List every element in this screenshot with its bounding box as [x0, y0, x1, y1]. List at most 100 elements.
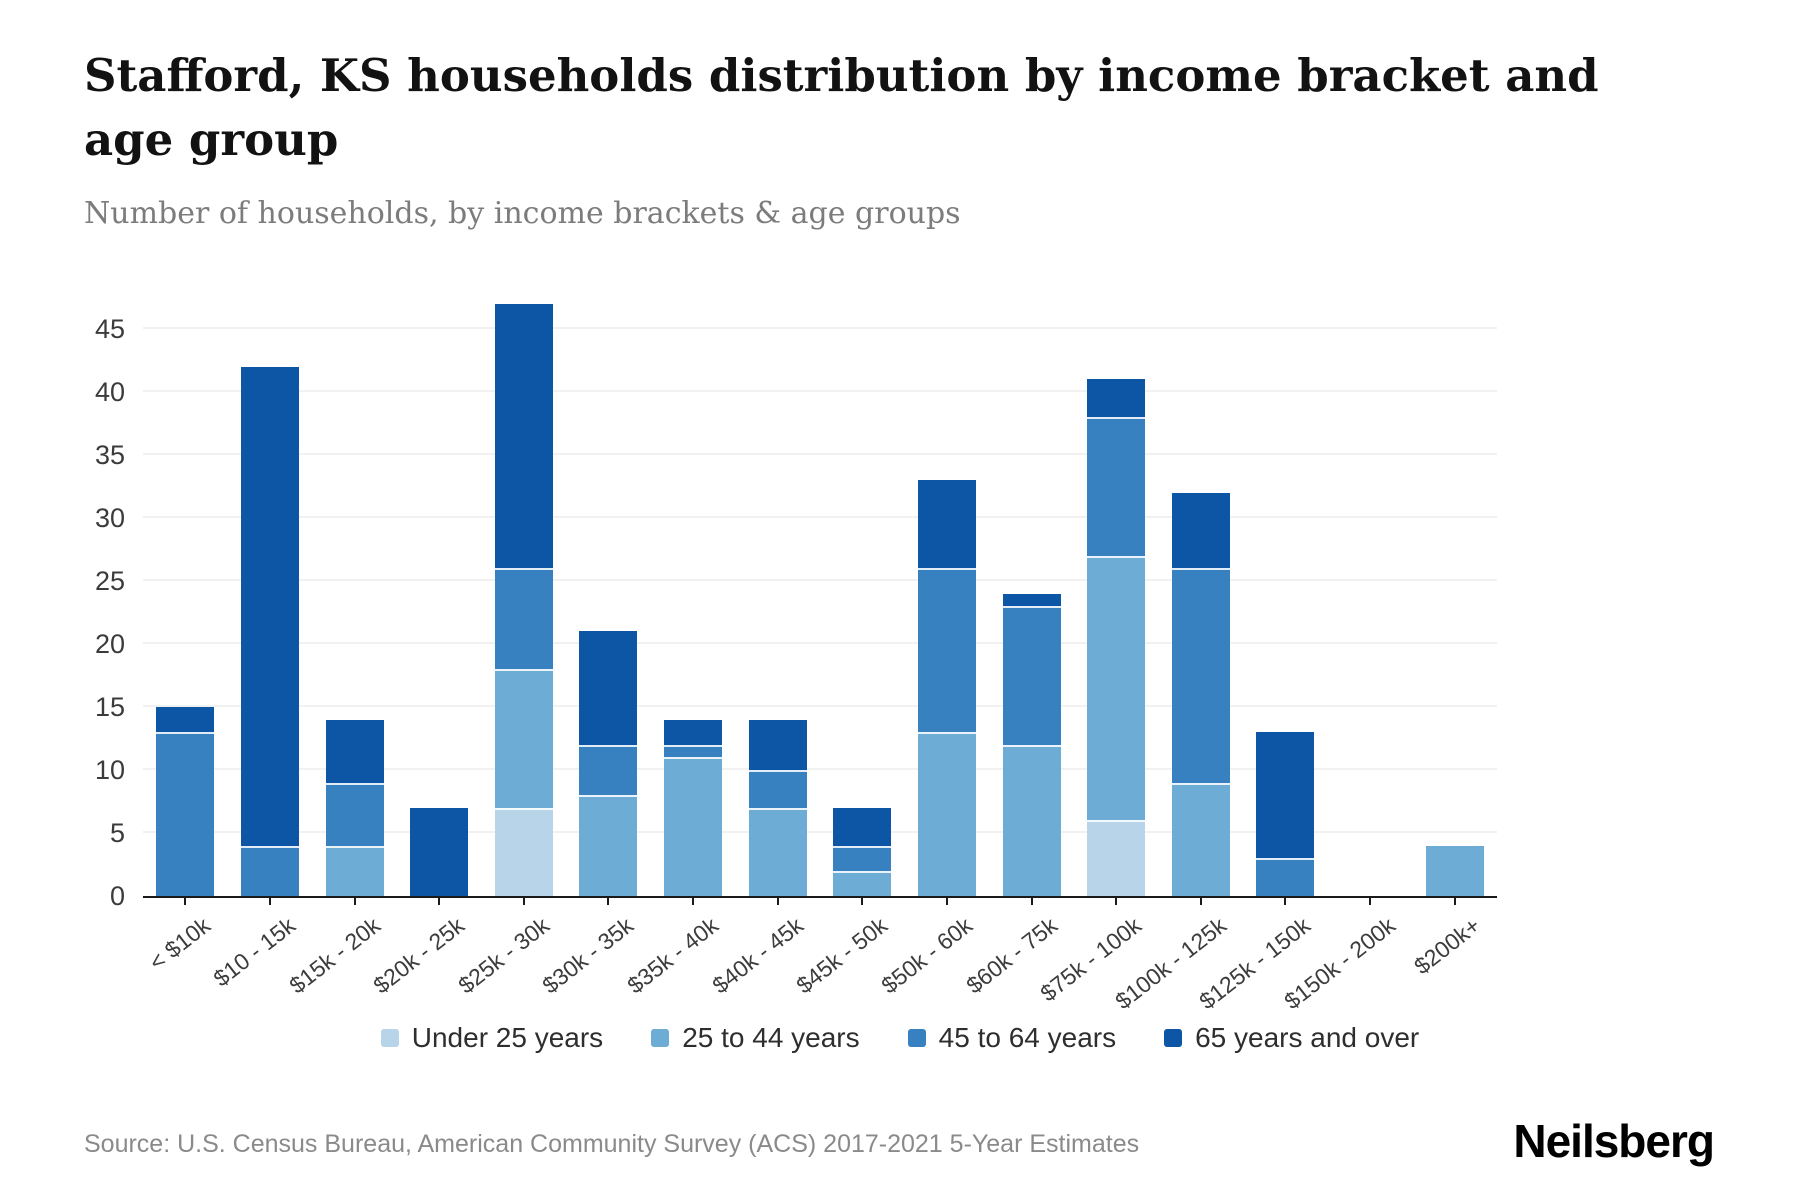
bar[interactable]	[1087, 379, 1146, 896]
bar-segment[interactable]	[325, 719, 384, 783]
bar-segment[interactable]	[1087, 379, 1146, 418]
x-tick-mark	[861, 898, 864, 905]
bar-segment[interactable]	[917, 480, 976, 569]
bar[interactable]	[1425, 845, 1484, 896]
legend-swatch-icon	[651, 1029, 670, 1047]
gridline	[143, 453, 1497, 455]
source-text: Source: U.S. Census Bureau, American Com…	[84, 1130, 1140, 1158]
x-tick-mark	[1199, 898, 1202, 905]
x-tick-mark	[268, 898, 271, 905]
bar-segment[interactable]	[325, 782, 384, 846]
bar-segment[interactable]	[1171, 492, 1230, 569]
bar-segment[interactable]	[1002, 606, 1061, 745]
gridline	[143, 389, 1497, 392]
bar[interactable]	[748, 719, 807, 896]
bar-segment[interactable]	[1087, 555, 1146, 821]
bar[interactable]	[1002, 593, 1061, 896]
x-tick-mark	[353, 898, 356, 905]
x-tick-label: $125k - 150k	[1194, 912, 1316, 1015]
legend-item[interactable]: 25 to 44 years	[651, 1022, 860, 1054]
bar-segment[interactable]	[748, 807, 807, 896]
bar-segment[interactable]	[494, 568, 553, 670]
legend-label: Under 25 years	[411, 1022, 604, 1053]
gridline	[143, 516, 1497, 518]
legend: Under 25 years 25 to 44 years 45 to 64 yea…	[0, 1022, 1800, 1054]
bar[interactable]	[664, 719, 723, 896]
y-tick-label: 10	[94, 755, 125, 785]
x-tick-label: $25k - 30k	[453, 912, 554, 999]
bar-segment[interactable]	[917, 732, 976, 896]
bar-segment[interactable]	[156, 732, 215, 896]
bar-segment[interactable]	[240, 845, 299, 896]
x-tick-label: $200k+	[1408, 912, 1485, 980]
bar[interactable]	[579, 631, 638, 896]
bar-segment[interactable]	[833, 870, 892, 896]
bar-segment[interactable]	[1171, 782, 1230, 896]
bar[interactable]	[833, 807, 892, 896]
y-tick-label: 15	[94, 692, 125, 722]
bar[interactable]	[1256, 732, 1315, 896]
x-tick-mark	[692, 898, 695, 905]
bar-segment[interactable]	[494, 303, 553, 569]
x-tick-mark	[607, 898, 610, 905]
y-tick-label: 0	[109, 881, 125, 911]
bar-segment[interactable]	[579, 631, 638, 745]
gridline	[143, 642, 1497, 644]
gridline	[143, 579, 1497, 581]
legend-item[interactable]: 65 years and over	[1164, 1022, 1419, 1054]
x-tick-mark	[945, 898, 948, 905]
x-tick-label: < $10k	[144, 912, 216, 976]
x-tick-label: $45k - 50k	[791, 912, 893, 999]
bar-segment[interactable]	[664, 757, 723, 896]
gridline	[143, 831, 1497, 833]
bar-segment[interactable]	[664, 719, 723, 745]
legend-label: 65 years and over	[1195, 1022, 1420, 1053]
bar-segment[interactable]	[1425, 845, 1484, 896]
bar-segment[interactable]	[1256, 858, 1315, 896]
bar-segment[interactable]	[1087, 820, 1146, 896]
legend-swatch-icon	[907, 1029, 926, 1047]
bar[interactable]	[917, 480, 976, 896]
bar-segment[interactable]	[1256, 732, 1315, 859]
bar-segment[interactable]	[579, 744, 638, 796]
bar[interactable]	[1171, 492, 1230, 896]
bar-segment[interactable]	[917, 568, 976, 733]
x-tick-mark	[1369, 898, 1372, 905]
legend-item[interactable]: 45 to 64 years	[907, 1022, 1116, 1054]
legend-label: 25 to 44 years	[682, 1022, 860, 1053]
y-tick-label: 5	[109, 818, 125, 848]
x-tick-label: $60k - 75k	[960, 912, 1062, 999]
bar-segment[interactable]	[325, 845, 384, 896]
brand-logo: Neilsberg	[1513, 1115, 1715, 1167]
chart-subtitle: Number of households, by income brackets…	[84, 196, 961, 231]
bar-segment[interactable]	[748, 719, 807, 771]
x-tick-label: $100k - 125k	[1110, 912, 1231, 1015]
bar-segment[interactable]	[833, 807, 892, 846]
bar-segment[interactable]	[494, 807, 553, 896]
bar[interactable]	[156, 707, 215, 896]
y-tick-label: 35	[94, 440, 125, 470]
bar-segment[interactable]	[156, 707, 215, 733]
y-tick-label: 45	[94, 313, 125, 344]
chart-title: Stafford, KS households distribution by …	[84, 49, 1599, 166]
bar-segment[interactable]	[1171, 568, 1230, 783]
bar-segment[interactable]	[579, 795, 638, 896]
legend-item[interactable]: Under 25 years	[380, 1022, 604, 1054]
bar-segment[interactable]	[240, 366, 299, 846]
bar-segment[interactable]	[1002, 744, 1061, 896]
bar[interactable]	[240, 366, 299, 896]
y-tick-label: 20	[94, 629, 125, 659]
bar-segment[interactable]	[664, 744, 723, 758]
bar-segment[interactable]	[494, 669, 553, 808]
bar-segment[interactable]	[833, 845, 892, 871]
x-tick-mark	[438, 898, 441, 905]
bar[interactable]	[325, 719, 384, 896]
bar-segment[interactable]	[748, 770, 807, 808]
bar-segment[interactable]	[410, 807, 469, 896]
bar-segment[interactable]	[1087, 417, 1146, 556]
bar[interactable]	[410, 807, 469, 896]
x-tick-label: $40k - 45k	[707, 912, 808, 999]
bar[interactable]	[494, 303, 553, 896]
bar-segment[interactable]	[1002, 593, 1061, 607]
